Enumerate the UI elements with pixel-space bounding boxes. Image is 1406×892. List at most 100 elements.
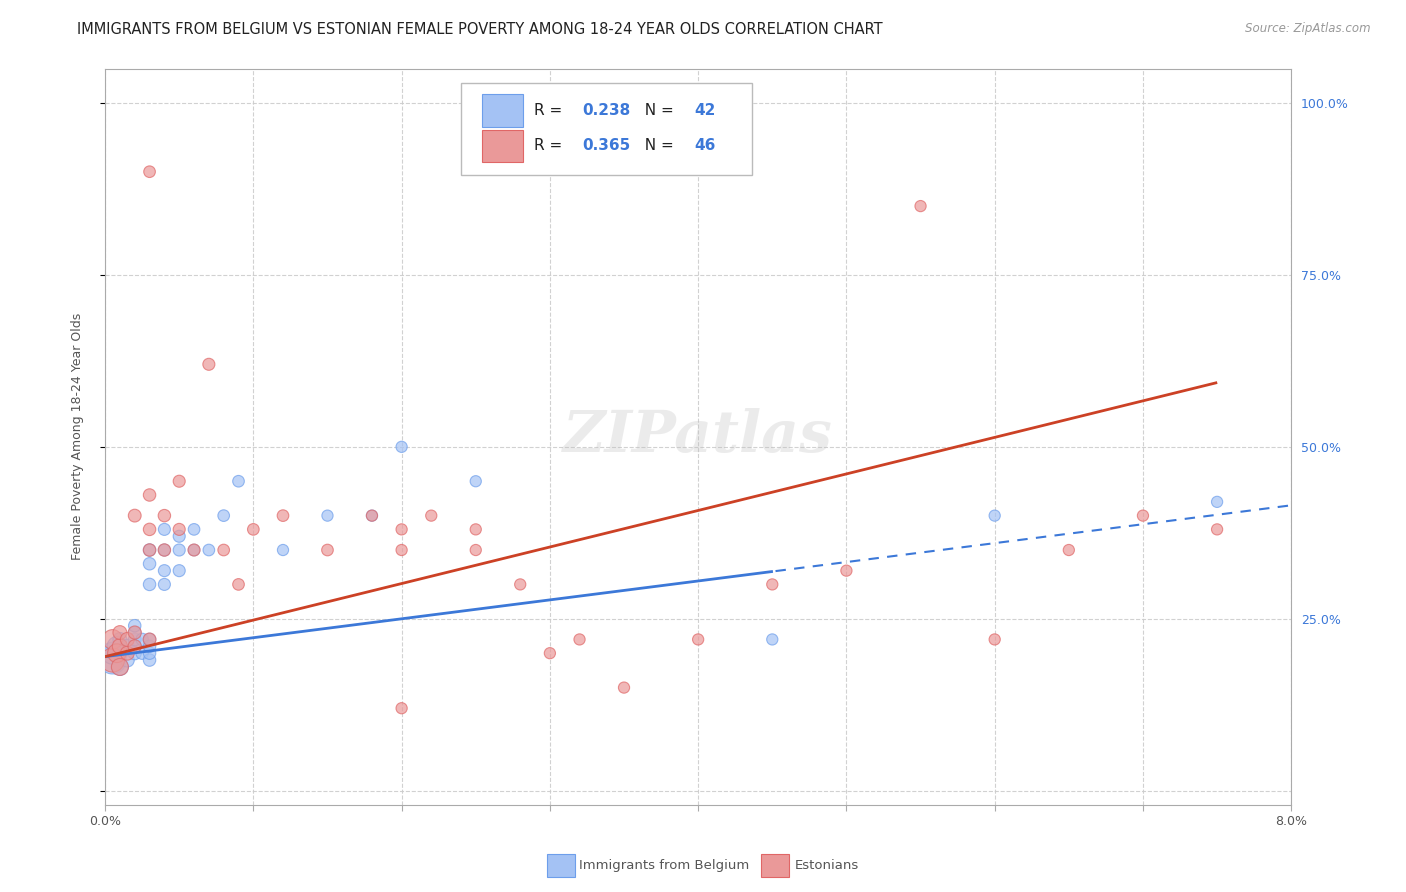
Point	[198, 357, 221, 371]
FancyBboxPatch shape	[461, 83, 752, 175]
Point	[167, 543, 190, 558]
Point	[420, 508, 443, 523]
Point	[1206, 522, 1229, 536]
Point	[105, 646, 128, 660]
Point	[464, 522, 486, 536]
Y-axis label: Female Poverty Among 18-24 Year Olds: Female Poverty Among 18-24 Year Olds	[72, 313, 84, 560]
FancyBboxPatch shape	[482, 129, 523, 162]
Point	[124, 646, 146, 660]
Point	[464, 543, 486, 558]
Point	[183, 543, 205, 558]
Point	[391, 701, 413, 715]
Text: IMMIGRANTS FROM BELGIUM VS ESTONIAN FEMALE POVERTY AMONG 18-24 YEAR OLDS CORRELA: IMMIGRANTS FROM BELGIUM VS ESTONIAN FEMA…	[77, 22, 883, 37]
Point	[138, 557, 160, 571]
Point	[108, 660, 131, 674]
Point	[117, 646, 139, 660]
Point	[183, 522, 205, 536]
Point	[138, 488, 160, 502]
Point	[167, 474, 190, 488]
FancyBboxPatch shape	[482, 95, 523, 127]
Point	[910, 199, 932, 213]
Point	[138, 522, 160, 536]
Point	[228, 474, 250, 488]
Point	[105, 640, 128, 654]
Text: N =: N =	[636, 138, 679, 153]
Point	[138, 577, 160, 591]
Point	[117, 632, 139, 647]
Point	[212, 508, 235, 523]
Point	[361, 508, 384, 523]
Point	[117, 640, 139, 654]
Text: Estonians: Estonians	[794, 859, 859, 871]
Point	[124, 625, 146, 640]
Point	[613, 681, 636, 695]
Point	[1206, 495, 1229, 509]
Point	[198, 543, 221, 558]
Point	[138, 632, 160, 647]
Point	[153, 522, 176, 536]
Point	[983, 632, 1005, 647]
Point	[183, 543, 205, 558]
Point	[101, 653, 124, 667]
Point	[153, 543, 176, 558]
Point	[124, 625, 146, 640]
Point	[138, 543, 160, 558]
Text: 42: 42	[695, 103, 716, 118]
Point	[131, 632, 153, 647]
Point	[391, 522, 413, 536]
Point	[124, 640, 146, 654]
Point	[108, 660, 131, 674]
Text: Immigrants from Belgium: Immigrants from Belgium	[579, 859, 749, 871]
Point	[688, 632, 710, 647]
Point	[271, 543, 294, 558]
Point	[361, 508, 384, 523]
Point	[464, 474, 486, 488]
Point	[538, 646, 561, 660]
Point	[117, 653, 139, 667]
Point	[242, 522, 264, 536]
Point	[124, 618, 146, 632]
Point	[167, 522, 190, 536]
Point	[761, 577, 783, 591]
Point	[1057, 543, 1080, 558]
Text: ZIPatlas: ZIPatlas	[564, 409, 834, 465]
Point	[153, 564, 176, 578]
Point	[271, 508, 294, 523]
Point	[568, 632, 591, 647]
Point	[108, 625, 131, 640]
Text: 0.238: 0.238	[582, 103, 630, 118]
Point	[983, 508, 1005, 523]
Point	[101, 653, 124, 667]
Point	[835, 564, 858, 578]
Point	[167, 529, 190, 543]
Text: Source: ZipAtlas.com: Source: ZipAtlas.com	[1246, 22, 1371, 36]
Point	[167, 564, 190, 578]
Text: R =: R =	[534, 138, 568, 153]
Point	[101, 646, 124, 660]
Point	[228, 577, 250, 591]
Text: N =: N =	[636, 103, 679, 118]
Point	[761, 632, 783, 647]
Point	[212, 543, 235, 558]
Point	[101, 632, 124, 647]
Point	[153, 508, 176, 523]
Point	[316, 543, 339, 558]
Point	[138, 543, 160, 558]
Point	[138, 646, 160, 660]
Point	[124, 508, 146, 523]
Point	[138, 640, 160, 654]
Point	[509, 577, 531, 591]
Point	[108, 632, 131, 647]
Text: 0.365: 0.365	[582, 138, 630, 153]
Point	[391, 543, 413, 558]
Point	[138, 164, 160, 178]
Point	[108, 646, 131, 660]
Point	[108, 640, 131, 654]
Point	[153, 543, 176, 558]
Text: R =: R =	[534, 103, 568, 118]
Point	[138, 632, 160, 647]
Point	[124, 632, 146, 647]
Point	[153, 577, 176, 591]
Text: 46: 46	[695, 138, 716, 153]
Point	[391, 440, 413, 454]
